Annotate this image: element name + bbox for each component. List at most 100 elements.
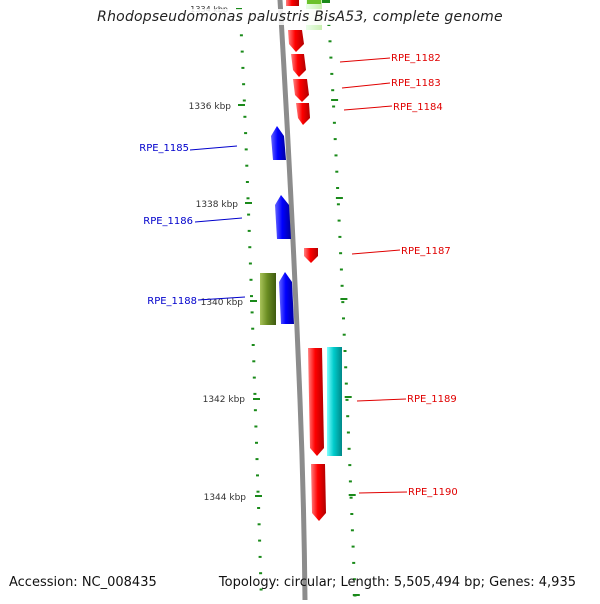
tick-label: 1342 kbp	[203, 395, 246, 405]
ruler-dot	[252, 360, 256, 363]
ruler-dot	[258, 539, 262, 542]
connector-RPE_1185	[189, 145, 238, 151]
ruler-dot	[251, 327, 255, 330]
ruler-dot	[350, 529, 354, 532]
ruler-dot	[330, 72, 334, 75]
gene-RPE_1183[interactable]	[291, 54, 306, 77]
ruler-dot	[259, 572, 263, 575]
ruler-dash	[348, 494, 356, 496]
tick-1338: 1338 kbp	[196, 200, 252, 210]
ruler-dot	[245, 181, 249, 183]
ruler-dash	[340, 298, 348, 300]
tick-label: 1344 kbp	[204, 493, 247, 503]
tick-1344: 1344 kbp	[204, 493, 262, 503]
connector-RPE_1190	[358, 491, 408, 494]
ruler-dot	[344, 382, 348, 385]
gene-RPE_1188[interactable]	[279, 272, 294, 324]
ruler-dot	[256, 490, 260, 493]
connector-RPE_1184	[343, 105, 393, 111]
tick-label: 1338 kbp	[196, 200, 239, 210]
ruler-dot	[352, 578, 356, 581]
gene-RPE_1186[interactable]	[275, 195, 291, 239]
ruler-dot	[327, 24, 331, 26]
ruler-dot	[331, 89, 335, 92]
feature-cyan[interactable]	[327, 347, 342, 456]
ruler-dot	[337, 219, 341, 222]
ruler-dot	[255, 441, 258, 444]
gene-RPE_1185[interactable]	[271, 126, 286, 160]
ruler-dot	[255, 458, 259, 461]
tick-1336: 1336 kbp	[189, 102, 245, 112]
feature-olive[interactable]	[260, 273, 276, 325]
ruler-dot	[258, 555, 262, 558]
ruler-dot	[244, 148, 248, 151]
ruler-dot	[257, 523, 261, 526]
gene-label-RPE_1189[interactable]: RPE_1189	[407, 394, 457, 405]
ruler-dot	[335, 170, 339, 173]
ruler-dash	[335, 197, 343, 199]
connector-RPE_1183	[341, 82, 391, 89]
gene-label-RPE_1187[interactable]: RPE_1187	[401, 246, 451, 257]
ruler-dot	[341, 301, 345, 304]
gene-RPE_1190[interactable]	[311, 464, 326, 521]
ruler-dot	[250, 311, 254, 314]
ruler-dot	[339, 252, 343, 255]
ruler-dot	[250, 295, 253, 298]
ruler-dot	[248, 246, 252, 249]
gene-RPE_1184b[interactable]	[296, 103, 310, 125]
ruler-dot	[247, 213, 251, 216]
ruler-dot	[243, 115, 247, 118]
connector-RPE_1186	[194, 217, 243, 223]
gene-RPE_1182[interactable]	[288, 30, 304, 52]
ruler-dot	[240, 50, 244, 53]
ruler-dot	[329, 56, 333, 59]
right-ruler	[327, 24, 360, 597]
ruler-dot	[346, 415, 350, 418]
page-title: Rhodopseudomonas palustris BisA53, compl…	[0, 9, 600, 25]
ruler-dot	[253, 392, 257, 395]
ruler-dot	[345, 398, 349, 401]
ruler-dot	[342, 317, 345, 320]
ruler-dot	[259, 588, 263, 591]
ruler-dot	[352, 561, 356, 564]
ruler-dot	[251, 344, 255, 346]
accession-text: Accession: NC_008435	[9, 575, 157, 590]
ruler-dot	[344, 366, 348, 369]
gene-label-RPE_1185[interactable]: RPE_1185	[139, 143, 189, 154]
ruler-dot	[351, 545, 355, 548]
partial-gene-red	[286, 0, 299, 6]
ruler-dot	[247, 229, 251, 232]
ruler-dot	[242, 83, 246, 86]
gene-RPE_1187[interactable]	[304, 248, 318, 263]
ruler-dot	[342, 333, 346, 336]
left-ruler	[239, 18, 263, 591]
ruler-dot	[257, 507, 261, 509]
ruler-dot	[349, 496, 353, 499]
partial-feature-green	[307, 0, 321, 4]
gene-RPE_1189[interactable]	[308, 348, 324, 456]
gene-label-RPE_1182[interactable]: RPE_1182	[391, 53, 441, 64]
ruler-dot	[253, 409, 257, 412]
ruler-dot	[239, 34, 243, 37]
gene-label-RPE_1186[interactable]: RPE_1186	[143, 216, 193, 227]
ruler-dot	[246, 197, 250, 200]
gene-label-RPE_1183[interactable]: RPE_1183	[391, 78, 441, 89]
ruler-dot	[248, 262, 252, 265]
tick-1342: 1342 kbp	[203, 395, 260, 405]
tick-1340: 1340 kbp	[201, 298, 257, 308]
gene-label-RPE_1190[interactable]: RPE_1190	[408, 487, 458, 498]
gene-label-RPE_1184[interactable]: RPE_1184	[393, 102, 443, 113]
chromosome-backbone	[277, 0, 308, 603]
tick-label: 1336 kbp	[189, 102, 232, 112]
gene-label-RPE_1188[interactable]: RPE_1188	[147, 296, 197, 307]
ruler-dot	[338, 235, 342, 238]
ruler-dot	[336, 187, 340, 189]
gene-RPE_1184[interactable]	[293, 79, 309, 102]
ruler-dot	[350, 513, 354, 515]
ruler-dot	[256, 474, 259, 477]
ruler-dot	[348, 480, 352, 483]
ruler-dash	[344, 396, 352, 398]
ruler-dot	[242, 99, 246, 102]
